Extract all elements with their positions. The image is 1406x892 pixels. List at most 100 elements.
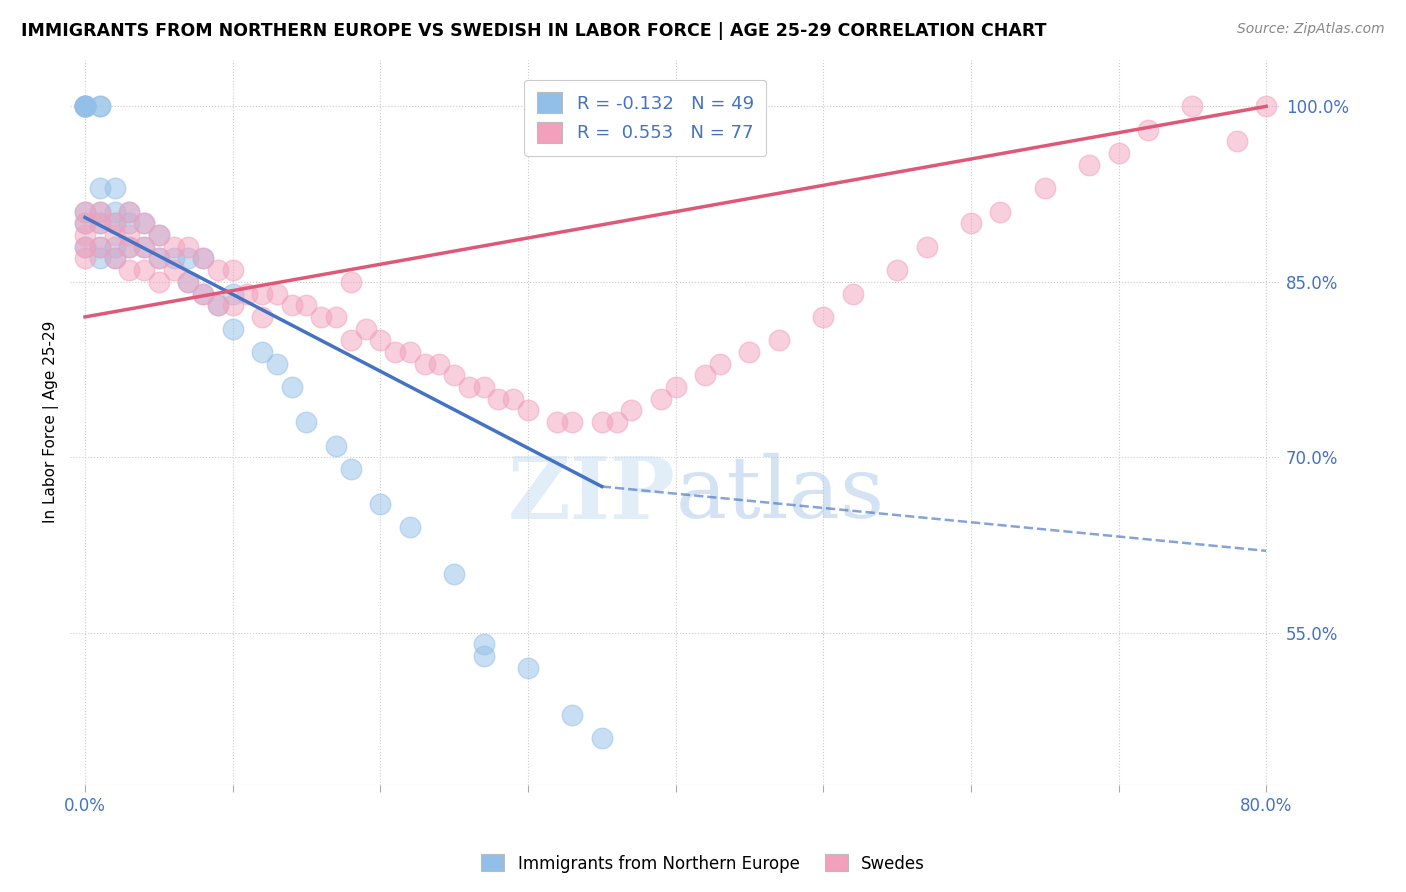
Point <box>118 204 141 219</box>
Point <box>118 263 141 277</box>
Point <box>738 345 761 359</box>
Point <box>384 345 406 359</box>
Text: IMMIGRANTS FROM NORTHERN EUROPE VS SWEDISH IN LABOR FORCE | AGE 25-29 CORRELATIO: IMMIGRANTS FROM NORTHERN EUROPE VS SWEDI… <box>21 22 1046 40</box>
Point <box>73 216 96 230</box>
Point <box>339 462 361 476</box>
Point <box>309 310 332 324</box>
Point <box>118 240 141 254</box>
Point <box>295 298 318 312</box>
Point <box>73 227 96 242</box>
Point <box>89 216 111 230</box>
Point <box>103 252 125 266</box>
Point <box>103 227 125 242</box>
Point <box>413 357 436 371</box>
Point <box>118 240 141 254</box>
Point <box>73 240 96 254</box>
Point <box>73 99 96 113</box>
Point <box>1108 146 1130 161</box>
Legend: Immigrants from Northern Europe, Swedes: Immigrants from Northern Europe, Swedes <box>474 847 932 880</box>
Point <box>207 298 229 312</box>
Point <box>148 252 170 266</box>
Point <box>1181 99 1204 113</box>
Point <box>73 204 96 219</box>
Point <box>398 520 420 534</box>
Point <box>103 204 125 219</box>
Point <box>103 240 125 254</box>
Text: ZIP: ZIP <box>508 453 676 537</box>
Point <box>89 216 111 230</box>
Point <box>768 334 790 348</box>
Point <box>118 204 141 219</box>
Text: atlas: atlas <box>676 453 884 536</box>
Point <box>89 99 111 113</box>
Point <box>250 310 273 324</box>
Point <box>486 392 509 406</box>
Point <box>266 286 288 301</box>
Point <box>842 286 865 301</box>
Point <box>502 392 524 406</box>
Point <box>148 227 170 242</box>
Point <box>325 310 347 324</box>
Point <box>148 227 170 242</box>
Point <box>73 252 96 266</box>
Text: Source: ZipAtlas.com: Source: ZipAtlas.com <box>1237 22 1385 37</box>
Point <box>620 403 643 417</box>
Point <box>1078 158 1101 172</box>
Point <box>427 357 450 371</box>
Point <box>472 637 495 651</box>
Point <box>221 263 243 277</box>
Point <box>162 252 184 266</box>
Point <box>221 298 243 312</box>
Point <box>368 334 391 348</box>
Point <box>221 321 243 335</box>
Point <box>591 415 613 429</box>
Point <box>339 275 361 289</box>
Point <box>132 263 155 277</box>
Point <box>191 252 214 266</box>
Point <box>960 216 983 230</box>
Point <box>89 204 111 219</box>
Point <box>118 227 141 242</box>
Legend: R = -0.132   N = 49, R =  0.553   N = 77: R = -0.132 N = 49, R = 0.553 N = 77 <box>524 79 766 155</box>
Point <box>354 321 377 335</box>
Point <box>1033 181 1056 195</box>
Point <box>398 345 420 359</box>
Point <box>103 216 125 230</box>
Point <box>325 439 347 453</box>
Point <box>103 252 125 266</box>
Point <box>73 204 96 219</box>
Y-axis label: In Labor Force | Age 25-29: In Labor Force | Age 25-29 <box>44 321 59 524</box>
Point <box>73 99 96 113</box>
Point <box>191 286 214 301</box>
Point <box>191 252 214 266</box>
Point <box>516 403 538 417</box>
Point <box>250 345 273 359</box>
Point <box>915 240 938 254</box>
Point <box>89 252 111 266</box>
Point <box>516 661 538 675</box>
Point <box>73 99 96 113</box>
Point <box>89 181 111 195</box>
Point <box>162 263 184 277</box>
Point <box>89 240 111 254</box>
Point <box>990 204 1012 219</box>
Point <box>1226 135 1249 149</box>
Point <box>368 497 391 511</box>
Point <box>132 240 155 254</box>
Point <box>148 275 170 289</box>
Point <box>1256 99 1278 113</box>
Point <box>132 240 155 254</box>
Point <box>1137 122 1160 136</box>
Point <box>561 415 583 429</box>
Point <box>561 707 583 722</box>
Point <box>236 286 259 301</box>
Point <box>73 216 96 230</box>
Point <box>472 380 495 394</box>
Point <box>650 392 672 406</box>
Point <box>177 240 200 254</box>
Point <box>177 252 200 266</box>
Point <box>280 298 302 312</box>
Point <box>177 275 200 289</box>
Point <box>695 368 717 383</box>
Point <box>177 275 200 289</box>
